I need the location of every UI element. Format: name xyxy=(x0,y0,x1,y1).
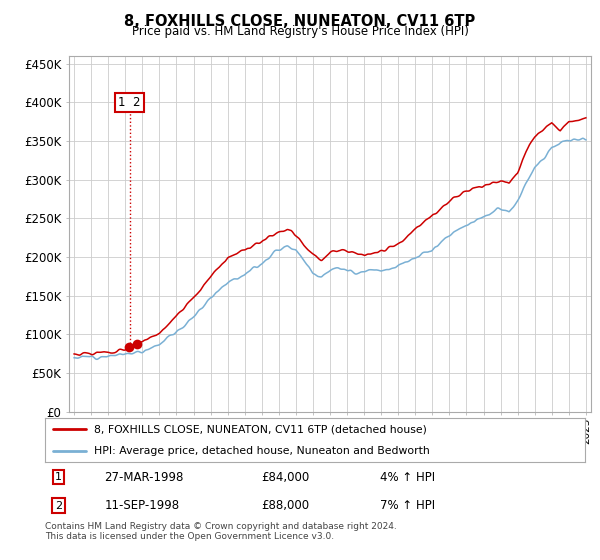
Text: 8, FOXHILLS CLOSE, NUNEATON, CV11 6TP (detached house): 8, FOXHILLS CLOSE, NUNEATON, CV11 6TP (d… xyxy=(94,424,427,434)
Text: Price paid vs. HM Land Registry's House Price Index (HPI): Price paid vs. HM Land Registry's House … xyxy=(131,25,469,38)
Text: HPI: Average price, detached house, Nuneaton and Bedworth: HPI: Average price, detached house, Nune… xyxy=(94,446,430,456)
Text: 8, FOXHILLS CLOSE, NUNEATON, CV11 6TP: 8, FOXHILLS CLOSE, NUNEATON, CV11 6TP xyxy=(124,14,476,29)
Text: Contains HM Land Registry data © Crown copyright and database right 2024.
This d: Contains HM Land Registry data © Crown c… xyxy=(45,522,397,542)
Text: 1  2: 1 2 xyxy=(118,96,141,109)
Text: 11-SEP-1998: 11-SEP-1998 xyxy=(104,500,179,512)
Text: 7% ↑ HPI: 7% ↑ HPI xyxy=(380,500,435,512)
Text: £84,000: £84,000 xyxy=(261,470,309,483)
Text: 2: 2 xyxy=(55,501,62,511)
Text: 1: 1 xyxy=(55,472,62,482)
Text: 4% ↑ HPI: 4% ↑ HPI xyxy=(380,470,435,483)
Text: 27-MAR-1998: 27-MAR-1998 xyxy=(104,470,184,483)
Text: £88,000: £88,000 xyxy=(261,500,309,512)
